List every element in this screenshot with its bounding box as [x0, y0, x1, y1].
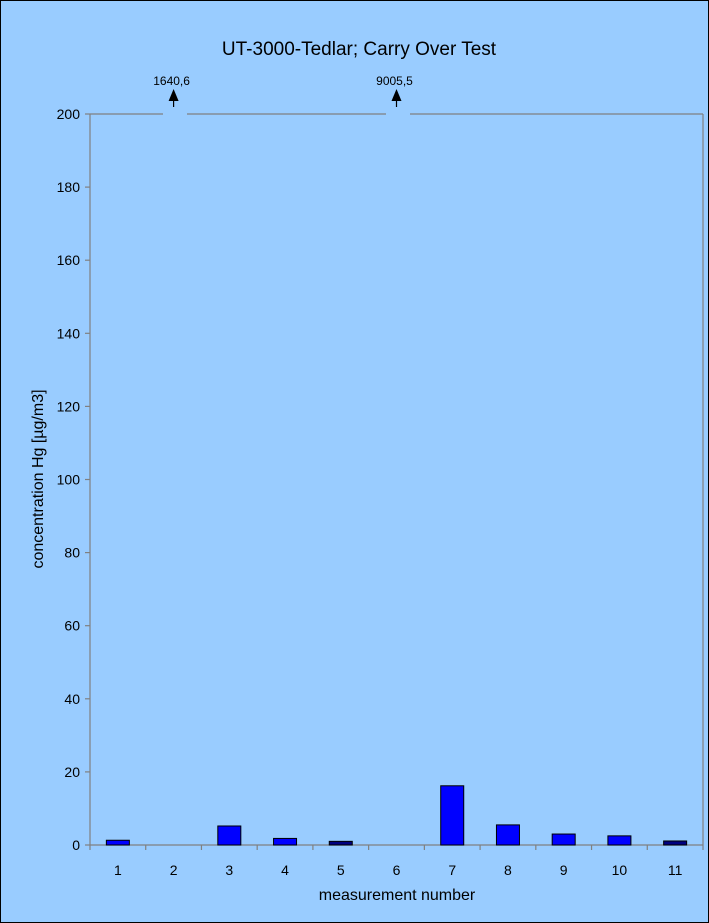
x-tick-label: 9 [560, 862, 568, 878]
y-tick-label: 40 [64, 691, 80, 707]
bar [273, 837, 298, 846]
y-tick-label: 0 [72, 837, 80, 853]
y-tick-label: 180 [57, 179, 81, 195]
bar [663, 840, 688, 846]
bar-series [105, 785, 688, 846]
overflow-arrow-head [168, 89, 179, 101]
x-tick-label: 4 [281, 862, 289, 878]
y-tick-label: 60 [64, 618, 80, 634]
x-tick-label: 5 [337, 862, 345, 878]
x-tick-label: 8 [504, 862, 512, 878]
y-tick-label: 100 [57, 472, 81, 488]
y-axis-ticks: 0 20 40 60 80 100 120 140 160 180 200 [57, 106, 90, 853]
chart-title: UT-3000-Tedlar; Carry Over Test [222, 39, 497, 60]
bar [440, 785, 465, 846]
overflow-value-label: 9005,5 [376, 74, 413, 88]
x-tick-label: 1 [114, 862, 122, 878]
overflow-value-label: 1640,6 [153, 74, 190, 88]
overflow-markers: 1640,6 9005,5 [153, 74, 413, 107]
x-tick-label: 6 [393, 862, 401, 878]
bar [105, 839, 130, 846]
bar [495, 824, 520, 846]
bar [551, 833, 576, 846]
x-tick-label: 11 [668, 862, 683, 878]
y-tick-label: 80 [64, 545, 80, 561]
y-tick-label: 120 [57, 398, 81, 414]
y-tick-label: 200 [57, 106, 81, 122]
bar [217, 825, 242, 846]
bar [607, 835, 632, 846]
y-axis-label: concentration Hg [µg/m3] [30, 389, 47, 568]
x-tick-label: 2 [170, 862, 178, 878]
x-axis-label: measurement number [319, 887, 476, 904]
overflow-arrow-head [391, 89, 402, 101]
x-axis-ticks: 1 2 3 4 5 6 7 8 9 10 11 [89, 845, 704, 878]
x-tick-label: 10 [612, 862, 628, 878]
x-tick-label: 7 [448, 862, 456, 878]
y-tick-label: 140 [57, 325, 81, 341]
bar [328, 840, 353, 846]
y-tick-label: 20 [64, 764, 80, 780]
x-tick-label: 3 [225, 862, 233, 878]
y-tick-label: 160 [57, 252, 81, 268]
